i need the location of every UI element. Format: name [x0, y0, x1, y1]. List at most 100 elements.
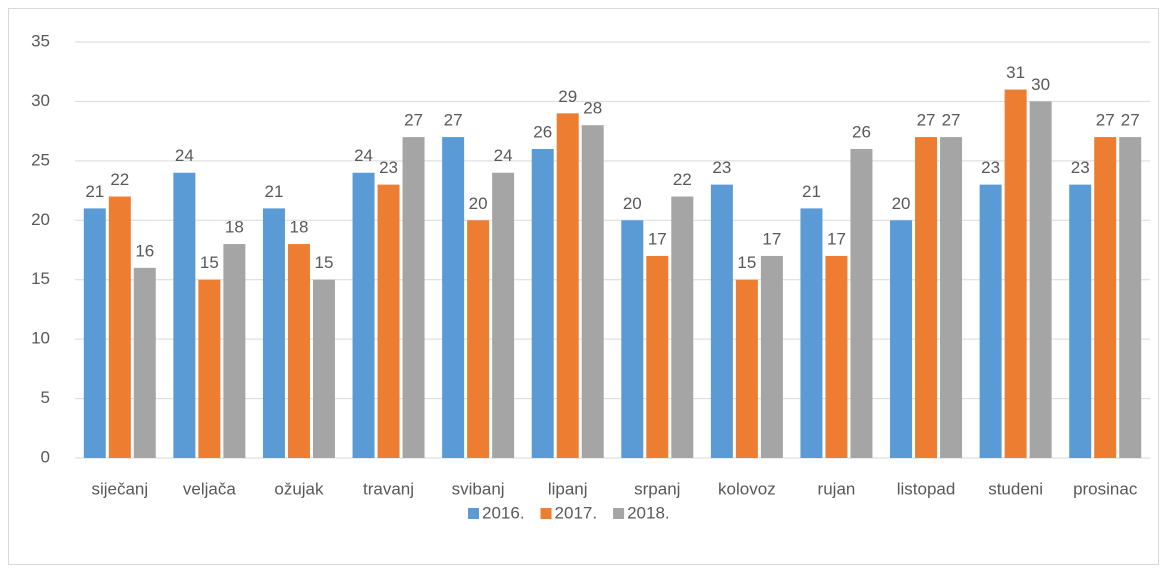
data-label: 26 [533, 122, 552, 141]
legend-swatch [540, 508, 552, 519]
bar [735, 279, 758, 458]
bar [710, 184, 733, 458]
bar [850, 148, 873, 458]
bar [352, 172, 375, 458]
x-tick-label: prosinac [1073, 479, 1138, 498]
data-label: 21 [264, 182, 283, 201]
data-label: 27 [1121, 111, 1140, 130]
y-tick-label: 10 [31, 329, 50, 348]
data-label: 20 [623, 194, 642, 213]
data-label: 22 [110, 170, 129, 189]
data-label: 23 [981, 158, 1000, 177]
bar [940, 137, 963, 459]
data-label: 24 [175, 146, 194, 165]
data-label: 23 [1071, 158, 1090, 177]
data-label: 18 [225, 218, 244, 237]
bar [173, 172, 196, 458]
data-label: 16 [135, 241, 154, 260]
bar [262, 208, 285, 458]
data-label: 29 [558, 87, 577, 106]
bar [556, 113, 579, 459]
data-label: 24 [354, 146, 373, 165]
legend-label: 2018. [627, 503, 670, 522]
data-label: 15 [200, 253, 219, 272]
x-tick-label: srpanj [634, 479, 680, 498]
data-label: 31 [1006, 63, 1025, 82]
bar [133, 267, 156, 458]
data-label: 28 [583, 99, 602, 118]
data-label: 23 [379, 158, 398, 177]
bar [83, 208, 106, 458]
x-tick-label: veljača [183, 479, 236, 498]
legend-label: 2016. [482, 503, 525, 522]
data-label: 26 [852, 122, 871, 141]
x-tick-label: rujan [818, 479, 856, 498]
data-label: 21 [802, 182, 821, 201]
bar [442, 137, 465, 459]
bar [621, 220, 644, 458]
bar [1069, 184, 1092, 458]
bar [1029, 101, 1052, 458]
bar [492, 172, 515, 458]
bar [1119, 137, 1142, 459]
x-tick-label: studeni [988, 479, 1043, 498]
data-label: 20 [892, 194, 911, 213]
x-tick-label: travanj [363, 479, 414, 498]
bar [979, 184, 1002, 458]
y-tick-label: 25 [31, 150, 50, 169]
data-label: 17 [648, 229, 667, 248]
bar [531, 148, 554, 458]
x-tick-label: siječanj [91, 479, 148, 498]
bar [760, 255, 783, 458]
bar [312, 279, 335, 458]
bar [467, 220, 490, 458]
data-label: 27 [917, 111, 936, 130]
data-label: 27 [1096, 111, 1115, 130]
y-tick-label: 0 [41, 447, 50, 466]
data-label: 17 [762, 229, 781, 248]
x-tick-label: listopad [897, 479, 956, 498]
data-label: 22 [673, 170, 692, 189]
bar [1094, 137, 1117, 459]
bar [671, 196, 694, 458]
bar [825, 255, 848, 458]
y-tick-label: 5 [41, 388, 50, 407]
bar [1004, 89, 1027, 459]
bar [223, 244, 246, 458]
bar [915, 137, 938, 459]
y-tick-label: 30 [31, 91, 50, 110]
legend-swatch [468, 508, 479, 519]
legend-label: 2017. [555, 503, 598, 522]
bar [646, 255, 669, 458]
data-label: 17 [827, 229, 846, 248]
y-tick-label: 15 [31, 269, 50, 288]
bar [287, 244, 310, 458]
y-tick-label: 35 [31, 31, 50, 50]
data-label: 18 [289, 218, 308, 237]
bar [108, 196, 131, 458]
data-label: 21 [85, 182, 104, 201]
bar [377, 184, 400, 458]
data-label: 27 [404, 111, 423, 130]
y-tick-label: 20 [31, 210, 50, 229]
data-label: 27 [444, 111, 463, 130]
bar [800, 208, 823, 458]
data-label: 23 [712, 158, 731, 177]
bar [890, 220, 913, 458]
data-label: 27 [942, 111, 961, 130]
data-label: 15 [737, 253, 756, 272]
bar [402, 137, 425, 459]
x-tick-label: kolovoz [718, 479, 776, 498]
x-tick-label: ožujak [274, 479, 324, 498]
bar [198, 279, 221, 458]
data-label: 20 [469, 194, 488, 213]
legend-swatch [613, 508, 625, 519]
data-label: 30 [1031, 75, 1050, 94]
data-label: 24 [494, 146, 513, 165]
bar [581, 125, 604, 458]
data-label: 15 [314, 253, 333, 272]
x-tick-label: svibanj [452, 479, 505, 498]
x-tick-label: lipanj [548, 479, 588, 498]
